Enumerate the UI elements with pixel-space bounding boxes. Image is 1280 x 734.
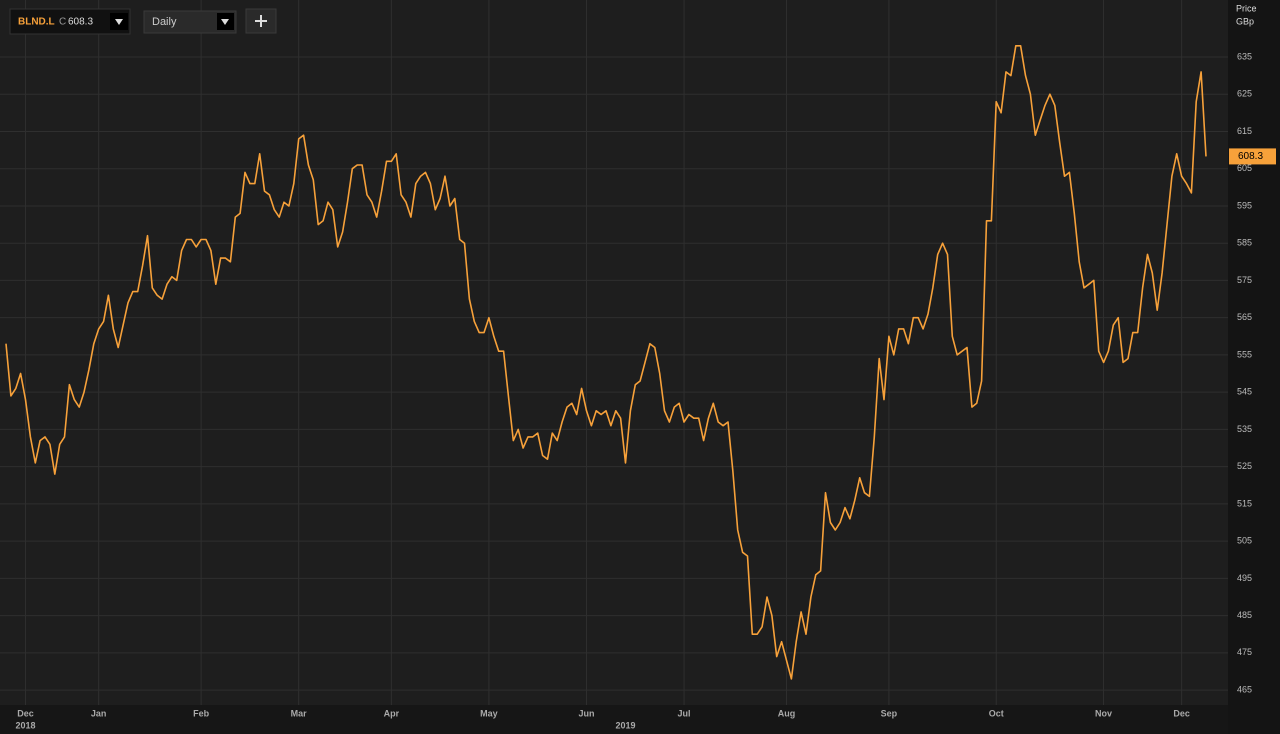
y-axis-unit: GBp	[1236, 16, 1254, 26]
y-tick-label: 525	[1237, 461, 1252, 471]
x-tick-label: Jun	[578, 708, 594, 718]
add-button[interactable]	[245, 8, 277, 34]
price-line	[5, 45, 1207, 680]
y-tick-label: 605	[1237, 163, 1252, 173]
symbol-box[interactable]: BLND.L C 608.3	[9, 8, 131, 35]
y-tick-label: 545	[1237, 387, 1252, 397]
grid	[0, 0, 1228, 705]
x-tick-label: Feb	[193, 708, 210, 718]
close-label: C	[59, 17, 66, 28]
symbol: BLND.L	[18, 17, 55, 28]
y-tick-label: 635	[1237, 51, 1252, 61]
x-tick-label: Mar	[291, 708, 308, 718]
x-tick-label: Aug	[778, 708, 796, 718]
y-tick-label: 535	[1237, 424, 1252, 434]
y-tick-label: 495	[1237, 573, 1252, 583]
dropdown-arrow	[221, 19, 229, 25]
last-price-tag	[1229, 148, 1276, 165]
x-tick-label: Jul	[678, 708, 691, 718]
y-tick-label: 505	[1237, 536, 1252, 546]
x-tick-label: Jan	[91, 708, 107, 718]
x-tick-label: May	[480, 708, 498, 718]
x-year-label: 2018	[15, 720, 35, 730]
last-price-label: 608.3	[1238, 151, 1263, 162]
y-tick-label: 515	[1237, 498, 1252, 508]
y-tick-label: 615	[1237, 126, 1252, 136]
y-tick-label: 625	[1237, 89, 1252, 99]
dropdown-arrow	[115, 19, 123, 25]
y-tick-label: 475	[1237, 647, 1252, 657]
x-year-label: 2019	[615, 720, 635, 730]
y-tick-label: 575	[1237, 275, 1252, 285]
interval: Daily	[152, 16, 177, 28]
y-tick-label: 565	[1237, 312, 1252, 322]
y-axis-panel	[1228, 0, 1280, 734]
y-tick-label: 595	[1237, 200, 1252, 210]
x-tick-label: Sep	[881, 708, 898, 718]
y-tick-label: 585	[1237, 238, 1252, 248]
interval-box-frame	[143, 10, 237, 34]
x-tick-label: Nov	[1095, 708, 1112, 718]
plus-icon	[255, 15, 267, 27]
y-tick-label: 465	[1237, 684, 1252, 694]
y-tick-label: 555	[1237, 349, 1252, 359]
x-tick-label: Oct	[989, 708, 1004, 718]
close-value: 608.3	[68, 17, 93, 28]
marks	[5, 45, 1207, 680]
x-tick-label: Apr	[384, 708, 400, 718]
y-tick-label: 485	[1237, 610, 1252, 620]
x-tick-label: Dec	[1173, 708, 1190, 718]
y-axis-label: Price	[1236, 3, 1257, 13]
interval-box[interactable]: Daily	[143, 10, 237, 34]
x-axis-panel	[0, 705, 1228, 734]
x-tick-label: Dec	[17, 708, 34, 718]
plot-background	[0, 0, 1228, 705]
